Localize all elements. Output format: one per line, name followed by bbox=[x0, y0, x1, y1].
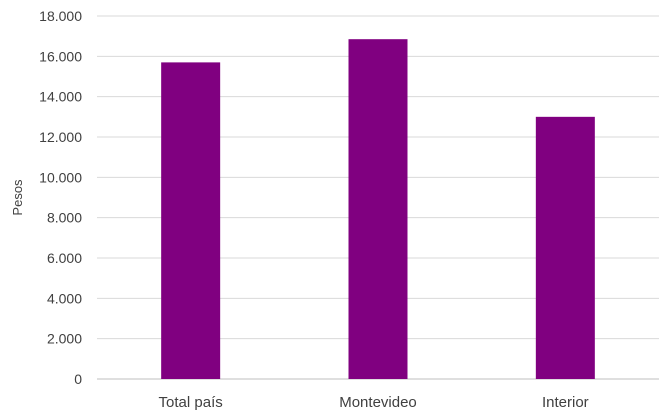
y-tick-label: 10.000 bbox=[39, 169, 82, 185]
x-category-label: Total país bbox=[159, 394, 223, 410]
x-category-label: Montevideo bbox=[339, 394, 417, 410]
x-category-label: Interior bbox=[542, 394, 589, 410]
y-axis-ticks: 0 2.000 4.000 6.000 8.000 10.000 12.000 14.000 1… bbox=[39, 8, 82, 387]
y-tick-label: 14.000 bbox=[39, 89, 82, 105]
bars bbox=[161, 39, 595, 380]
y-tick-label: 0 bbox=[74, 371, 82, 387]
bar bbox=[535, 116, 595, 379]
y-tick-label: 2.000 bbox=[47, 331, 82, 347]
y-tick-label: 6.000 bbox=[47, 250, 82, 266]
y-tick-label: 16.000 bbox=[39, 48, 82, 64]
x-axis-categories: Total país Montevideo Interior bbox=[159, 394, 589, 410]
y-tick-label: 12.000 bbox=[39, 129, 82, 145]
bar bbox=[161, 62, 221, 380]
bar bbox=[348, 39, 408, 380]
y-tick-label: 4.000 bbox=[47, 290, 82, 306]
y-tick-label: 18.000 bbox=[39, 8, 82, 24]
y-axis-title: Pesos bbox=[10, 179, 25, 216]
y-tick-label: 8.000 bbox=[47, 210, 82, 226]
